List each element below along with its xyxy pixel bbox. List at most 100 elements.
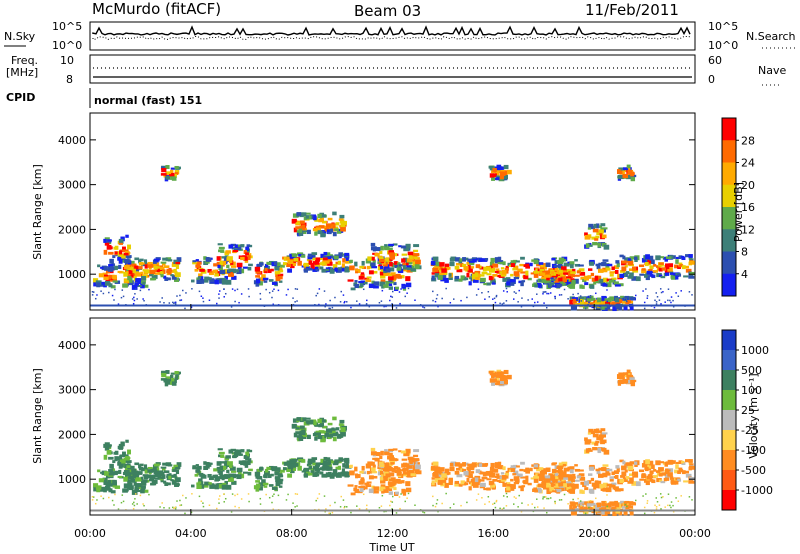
velocity-point: [653, 468, 657, 472]
velocity-point: [372, 464, 376, 468]
velocity-point: [234, 505, 236, 508]
velocity-point: [362, 471, 367, 475]
velocity-point: [203, 483, 209, 488]
power-point: [223, 272, 229, 275]
power-point: [340, 266, 346, 270]
velocity-point: [389, 452, 393, 457]
velocity-point: [230, 448, 236, 452]
power-point: [159, 301, 161, 303]
velocity-point: [170, 372, 175, 375]
power-point: [231, 247, 236, 250]
power-point: [405, 243, 411, 249]
velocity-point: [572, 504, 577, 509]
velocity-point: [271, 495, 274, 497]
power-point: [271, 281, 278, 285]
power-point: [136, 266, 143, 270]
velocity-point: [495, 377, 500, 381]
nave-tick-bottom: 0: [708, 73, 715, 86]
velocity-point: [136, 471, 143, 475]
power-point: [589, 295, 594, 299]
power-point: [174, 272, 181, 278]
power-point: [370, 246, 377, 251]
velocity-point: [118, 447, 123, 450]
power-point: [139, 289, 142, 292]
velocity-point: [393, 487, 397, 491]
velocity-point: [295, 427, 300, 430]
velocity-point: [587, 501, 590, 503]
power-point: [501, 270, 507, 275]
velocity-point: [466, 501, 468, 504]
power-point: [628, 268, 635, 272]
power-point: [539, 272, 546, 276]
velocity-point: [230, 470, 237, 473]
power-point: [401, 253, 408, 256]
velocity-point: [492, 503, 494, 505]
velocity-point: [619, 375, 623, 380]
velocity-point: [557, 465, 564, 470]
velocity-point: [570, 511, 577, 516]
power-point: [674, 264, 679, 269]
power-point: [160, 261, 167, 264]
power-point: [502, 261, 506, 266]
power-point: [405, 267, 411, 270]
power-point: [685, 254, 691, 258]
velocity-point: [174, 506, 177, 509]
velocity-point: [117, 508, 120, 510]
velocity-point: [392, 479, 397, 485]
colorbar-tick-label: -1000: [741, 484, 773, 497]
power-point: [678, 255, 683, 259]
power-point: [547, 292, 550, 295]
power-point: [203, 278, 209, 283]
power-point: [374, 247, 381, 252]
velocity-point: [405, 481, 411, 487]
velocity-point: [314, 424, 319, 427]
power-point: [271, 296, 273, 299]
velocity-point: [224, 497, 227, 500]
power-point: [645, 275, 650, 281]
velocity-point: [458, 483, 463, 487]
power-point: [175, 170, 179, 173]
velocity-point: [389, 472, 395, 477]
power-point: [226, 256, 233, 261]
velocity-point: [527, 504, 529, 506]
velocity-point: [598, 430, 603, 434]
power-point: [314, 263, 321, 267]
power-point: [680, 290, 682, 292]
x-tick-label: 08:00: [276, 527, 308, 540]
velocity-point: [217, 448, 223, 451]
velocity-point: [254, 471, 261, 477]
velocity-point: [205, 465, 210, 469]
power-point: [478, 258, 483, 262]
velocity-point: [373, 475, 378, 479]
power-point: [133, 299, 136, 302]
velocity-point: [560, 499, 563, 501]
power-point: [390, 257, 395, 260]
power-point: [243, 250, 247, 254]
power-point: [627, 258, 631, 263]
velocity-point: [467, 470, 471, 476]
station-title: McMurdo (fitACF): [92, 0, 221, 18]
velocity-point: [112, 460, 116, 464]
velocity-point: [109, 463, 114, 469]
power-point: [521, 297, 523, 299]
velocity-point: [310, 467, 315, 471]
power-point: [609, 274, 614, 277]
velocity-point: [291, 458, 298, 462]
velocity-point: [325, 508, 327, 510]
power-point: [595, 279, 601, 284]
power-point: [343, 266, 349, 269]
velocity-point: [580, 505, 583, 507]
power-point: [550, 271, 555, 275]
velocity-point: [579, 489, 583, 494]
velocity-point: [308, 465, 313, 470]
power-point: [612, 306, 617, 312]
power-point: [107, 274, 112, 280]
power-point: [322, 257, 328, 261]
velocity-point: [590, 477, 595, 482]
velocity-point: [444, 468, 450, 474]
velocity-point: [432, 504, 434, 507]
power-point: [468, 261, 475, 264]
velocity-point: [643, 506, 646, 509]
